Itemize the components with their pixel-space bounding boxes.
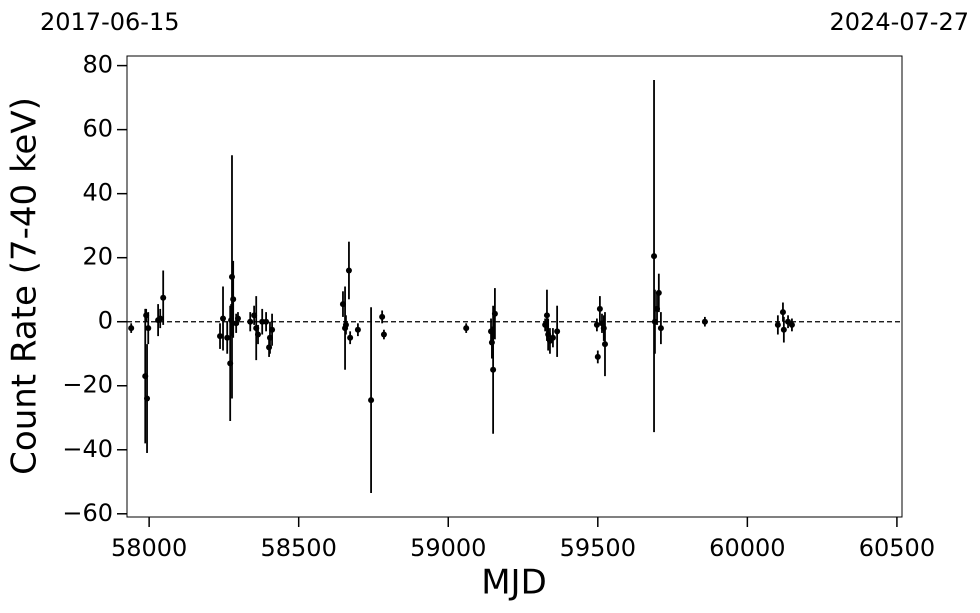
data-point [779,309,786,316]
data-point [230,296,237,303]
data-point [601,341,608,348]
data-point [217,333,224,340]
x-axis-label: MJD [481,563,547,603]
x-tick-label: 59000 [410,534,486,562]
data-point [228,317,235,324]
plot-frame [126,55,903,518]
data-point [651,253,658,260]
data-point [490,366,497,373]
data-point [593,321,600,328]
y-tick-label: 60 [82,115,113,143]
data-point [488,339,495,346]
y-tick-label: −20 [62,371,113,399]
data-point [144,395,151,402]
data-point [780,326,787,333]
data-point [596,305,603,312]
data-point [342,321,349,328]
data-point [145,325,152,332]
x-tick-label: 60000 [709,534,785,562]
data-point [701,318,708,325]
start-date-label: 2017-06-15 [40,8,179,36]
data-point [655,289,662,296]
y-tick-label: 40 [82,179,113,207]
data-point [380,331,387,338]
data-point [543,312,550,319]
data-point [247,318,254,325]
data-point [224,334,231,341]
data-point [379,313,386,320]
data-point [347,334,354,341]
y-axis-label: Count Rate (7-40 keV) [5,97,45,475]
x-tick-label: 58500 [261,534,337,562]
data-point [368,397,375,404]
data-point [228,273,235,280]
y-tick-label: −40 [62,435,113,463]
y-tick-label: 20 [82,243,113,271]
x-tick-label: 59500 [560,534,636,562]
data-point [345,267,352,274]
data-point [234,315,241,322]
end-date-label: 2024-07-27 [830,8,969,36]
x-tick-label: 60500 [859,534,935,562]
y-tick-label: 0 [98,307,113,335]
data-point [657,325,664,332]
data-point [128,325,135,332]
data-point [255,331,262,338]
data-point [263,318,270,325]
data-point [774,321,781,328]
data-point [269,326,276,333]
x-tick-label: 58000 [111,534,187,562]
data-point [157,315,164,322]
data-point [354,326,361,333]
data-point [549,334,556,341]
data-point [554,328,561,335]
data-point [594,353,601,360]
data-point [491,310,498,317]
data-point [220,315,227,322]
y-tick-label: −60 [62,499,113,527]
data-point [463,325,470,332]
data-point [160,294,167,301]
data-point [600,325,607,332]
y-tick-label: 80 [82,51,113,79]
data-point [788,321,795,328]
